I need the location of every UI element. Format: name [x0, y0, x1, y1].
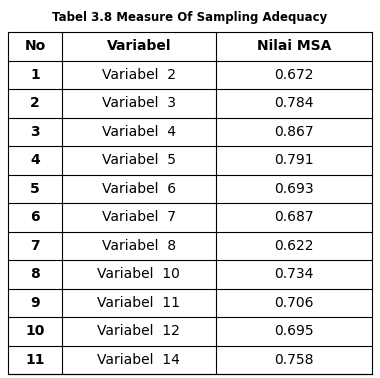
Text: 0.622: 0.622	[274, 239, 314, 253]
Text: 0.734: 0.734	[274, 268, 314, 282]
Text: Variabel: Variabel	[107, 39, 171, 53]
Text: Variabel  8: Variabel 8	[102, 239, 176, 253]
Text: 11: 11	[25, 353, 45, 367]
Text: 3: 3	[30, 125, 40, 139]
Text: Variabel  2: Variabel 2	[102, 68, 176, 82]
Text: No: No	[24, 39, 46, 53]
Text: 0.693: 0.693	[274, 182, 314, 196]
Text: 0.758: 0.758	[274, 353, 314, 367]
Text: Tabel 3.8 Measure Of Sampling Adequacy: Tabel 3.8 Measure Of Sampling Adequacy	[52, 11, 328, 25]
Text: Variabel  12: Variabel 12	[98, 324, 180, 338]
Text: 0.784: 0.784	[274, 96, 314, 110]
Text: 0.867: 0.867	[274, 125, 314, 139]
Text: 8: 8	[30, 268, 40, 282]
Text: 0.672: 0.672	[274, 68, 314, 82]
Text: 7: 7	[30, 239, 40, 253]
Text: Variabel  7: Variabel 7	[102, 211, 176, 225]
Text: 1: 1	[30, 68, 40, 82]
Text: Variabel  4: Variabel 4	[102, 125, 176, 139]
Text: Nilai MSA: Nilai MSA	[257, 39, 331, 53]
Text: 0.706: 0.706	[274, 296, 314, 310]
Text: 6: 6	[30, 211, 40, 225]
Text: Variabel  3: Variabel 3	[102, 96, 176, 110]
Text: Variabel  14: Variabel 14	[98, 353, 180, 367]
Text: Variabel  6: Variabel 6	[102, 182, 176, 196]
Text: Variabel  11: Variabel 11	[97, 296, 180, 310]
Text: 5: 5	[30, 182, 40, 196]
Text: 0.695: 0.695	[274, 324, 314, 338]
Text: 9: 9	[30, 296, 40, 310]
Text: 2: 2	[30, 96, 40, 110]
Text: 0.791: 0.791	[274, 153, 314, 167]
Text: 10: 10	[25, 324, 44, 338]
Text: 4: 4	[30, 153, 40, 167]
Text: Variabel  5: Variabel 5	[102, 153, 176, 167]
Text: 0.687: 0.687	[274, 211, 314, 225]
Text: Variabel  10: Variabel 10	[98, 268, 180, 282]
